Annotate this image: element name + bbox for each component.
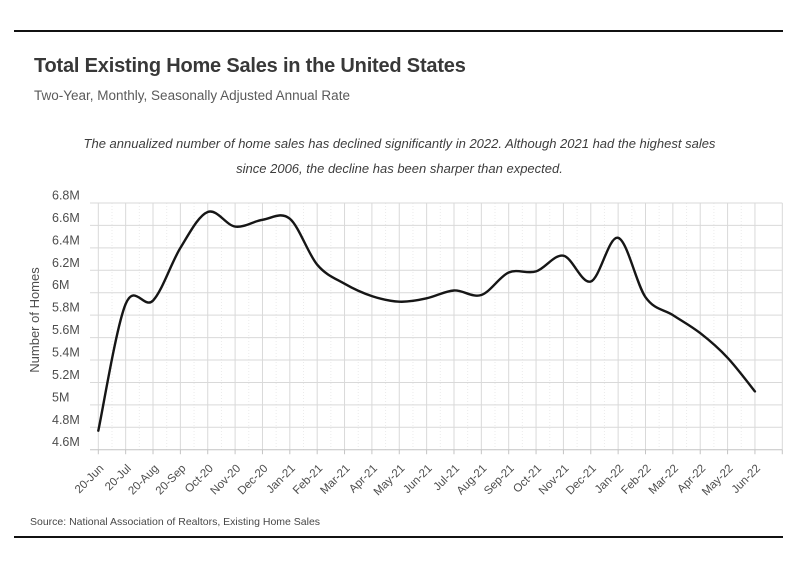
bottom-divider — [14, 536, 783, 538]
page-title: Total Existing Home Sales in the United … — [34, 55, 466, 77]
y-tick-label: 6.6M — [52, 211, 80, 225]
y-tick-label: 6M — [52, 278, 69, 292]
chart-annotation: The annualized number of home sales has … — [0, 131, 799, 181]
home-sales-line — [97, 210, 757, 432]
source-note: Source: National Association of Realtors… — [30, 516, 321, 528]
y-tick-label: 4.6M — [52, 435, 80, 449]
x-tick-label: Mar-21 — [318, 463, 352, 497]
x-tick-label: 20-Sep — [154, 463, 189, 498]
annotation-line-1: The annualized number of home sales has … — [83, 136, 716, 151]
x-tick-label: Feb-21 — [291, 463, 325, 497]
y-axis-title: Number of Homes — [27, 267, 42, 373]
x-tick-label: Dec-21 — [564, 463, 599, 498]
y-tick-label: 5.8M — [52, 301, 80, 315]
y-tick-label: 6.4M — [52, 233, 80, 247]
x-tick-label: Sep-21 — [482, 463, 517, 498]
y-tick-label: 5.4M — [52, 346, 80, 360]
top-divider — [14, 30, 783, 32]
annotation-line-2: since 2006, the decline has been sharper… — [236, 161, 563, 176]
y-tick-label: 6.2M — [52, 256, 80, 270]
x-tick-label: 20-Jun — [73, 463, 106, 496]
x-tick-label: Jun-21 — [401, 463, 434, 496]
y-tick-label: 4.8M — [52, 413, 80, 427]
x-tick-label: Jun-22 — [730, 463, 763, 496]
x-tick-label: Dec-20 — [236, 463, 271, 498]
page-subtitle: Two-Year, Monthly, Seasonally Adjusted A… — [34, 88, 350, 103]
x-tick-label: Mar-22 — [647, 463, 681, 497]
y-tick-label: 6.8M — [52, 189, 80, 203]
x-tick-label: Feb-22 — [619, 463, 653, 497]
x-tick-label: May-22 — [700, 463, 736, 499]
x-tick-label: May-21 — [372, 463, 408, 499]
y-tick-label: 5.2M — [52, 368, 80, 382]
y-tick-label: 5M — [52, 390, 69, 404]
y-tick-label: 5.6M — [52, 323, 80, 337]
